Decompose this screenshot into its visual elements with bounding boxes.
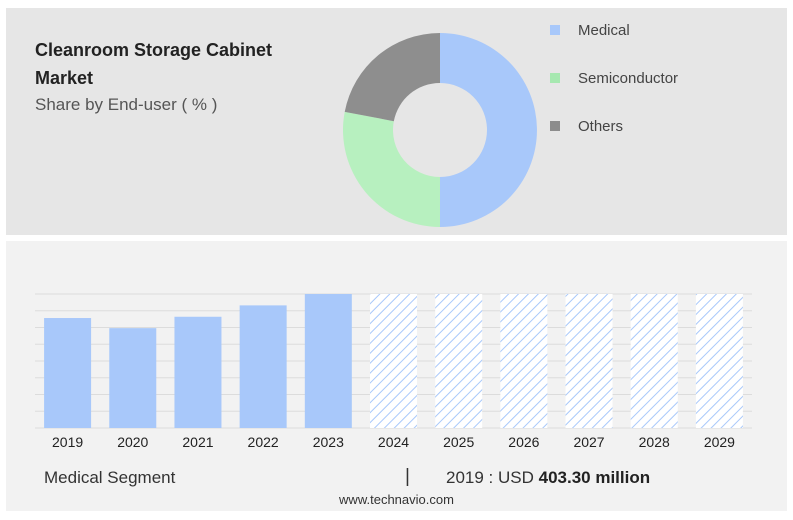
forecast-bar-2028 — [630, 294, 678, 428]
x-tick-label-2023: 2023 — [313, 434, 344, 450]
legend-swatch-medical — [550, 25, 560, 35]
chart-subtitle: Share by End-user ( % ) — [35, 95, 218, 114]
bar-2019 — [44, 318, 92, 428]
bar-2023 — [304, 294, 352, 428]
legend-label-others: Others — [578, 117, 624, 135]
site-url[interactable]: www.technavio.com — [339, 492, 454, 507]
forecast-bar-2026 — [500, 294, 548, 428]
x-tick-label-2020: 2020 — [117, 434, 148, 450]
legend-item-others: Others — [550, 114, 623, 138]
donut-chart — [343, 32, 537, 227]
forecast-bar-2029 — [695, 294, 743, 428]
bar-2021 — [174, 316, 222, 428]
forecast-bar-2025 — [435, 294, 483, 428]
bar-2022 — [239, 305, 287, 428]
legend-item-semiconductor: Semiconductor — [550, 66, 678, 90]
legend-label-medical: Medical — [578, 21, 630, 39]
bar-chart: 2019 2020 2021 2022 2023 2024 2025 2026 2027 2028… — [35, 293, 752, 450]
x-tick-label-2027: 2027 — [573, 434, 604, 450]
segment-value-amount: 403.30 million — [538, 468, 651, 487]
donut-slice-semiconductor — [343, 111, 440, 227]
forecast-bar-2024 — [370, 294, 417, 428]
segment-label: Medical Segment — [44, 468, 176, 487]
x-tick-label-2019: 2019 — [52, 434, 83, 450]
legend-swatch-others — [550, 121, 560, 131]
x-tick-label-2024: 2024 — [378, 434, 409, 450]
x-tick-label-2021: 2021 — [182, 434, 213, 450]
x-tick-label-2026: 2026 — [508, 434, 539, 450]
legend-label-semiconductor: Semiconductor — [578, 69, 679, 87]
segment-value: 2019 : USD 403.30 million — [446, 468, 650, 488]
forecast-bar-2027 — [565, 294, 613, 428]
bar-2020 — [109, 328, 157, 428]
donut-slice-others — [344, 32, 440, 122]
donut-slice-medical — [440, 33, 537, 227]
segment-value-prefix: 2019 : USD — [446, 468, 534, 487]
x-tick-label-2028: 2028 — [639, 434, 670, 450]
chart-title: Cleanroom Storage Cabinet Market — [35, 40, 273, 88]
legend-item-medical: Medical — [550, 18, 630, 42]
legend-swatch-semiconductor — [550, 73, 560, 83]
x-tick-label-2022: 2022 — [248, 434, 279, 450]
x-tick-label-2029: 2029 — [704, 434, 735, 450]
x-tick-label-2025: 2025 — [443, 434, 474, 450]
footer-separator: | — [405, 466, 410, 487]
